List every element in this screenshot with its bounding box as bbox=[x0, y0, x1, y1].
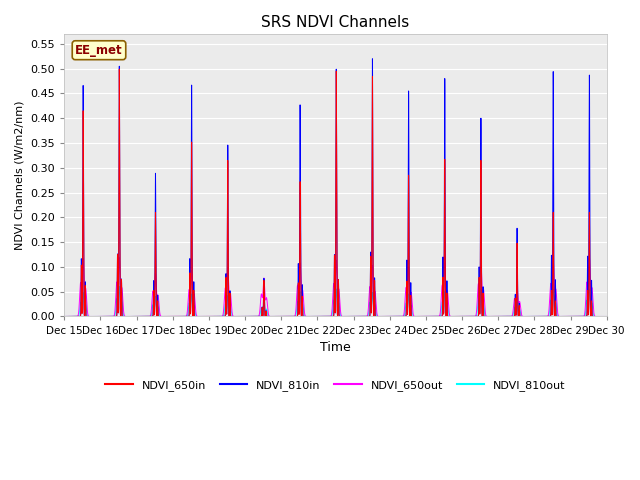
NDVI_810in bbox=[61, 313, 68, 319]
NDVI_810out bbox=[504, 313, 511, 319]
NDVI_650in bbox=[504, 313, 511, 319]
NDVI_810out bbox=[483, 313, 491, 319]
NDVI_810out bbox=[89, 313, 97, 319]
NDVI_650out bbox=[483, 313, 490, 319]
NDVI_810out bbox=[468, 313, 476, 319]
NDVI_650out bbox=[407, 291, 415, 297]
NDVI_810in bbox=[369, 56, 376, 61]
NDVI_810in bbox=[603, 313, 611, 319]
NDVI_810in bbox=[497, 313, 504, 319]
NDVI_650out bbox=[497, 313, 504, 319]
NDVI_650out bbox=[89, 313, 97, 319]
NDVI_810out bbox=[115, 284, 123, 289]
NDVI_810out bbox=[61, 313, 68, 319]
NDVI_650in bbox=[468, 313, 476, 319]
NDVI_650in bbox=[483, 313, 491, 319]
NDVI_810in bbox=[407, 285, 415, 290]
Y-axis label: NDVI Channels (W/m2/nm): NDVI Channels (W/m2/nm) bbox=[15, 100, 25, 250]
Line: NDVI_810out: NDVI_810out bbox=[65, 287, 607, 316]
Line: NDVI_650in: NDVI_650in bbox=[65, 69, 607, 316]
NDVI_650out bbox=[504, 313, 511, 319]
NDVI_650in bbox=[89, 313, 97, 319]
NDVI_810in bbox=[504, 313, 511, 319]
NDVI_650out bbox=[61, 313, 68, 319]
NDVI_650in bbox=[407, 295, 415, 301]
NDVI_810in bbox=[468, 313, 476, 319]
NDVI_650in bbox=[603, 313, 611, 319]
Legend: NDVI_650in, NDVI_810in, NDVI_650out, NDVI_810out: NDVI_650in, NDVI_810in, NDVI_650out, NDV… bbox=[101, 376, 570, 396]
Line: NDVI_650out: NDVI_650out bbox=[65, 258, 607, 316]
NDVI_810out bbox=[497, 313, 504, 319]
NDVI_810in bbox=[483, 313, 491, 319]
X-axis label: Time: Time bbox=[320, 341, 351, 354]
Line: NDVI_810in: NDVI_810in bbox=[65, 59, 607, 316]
NDVI_650out bbox=[586, 255, 593, 261]
NDVI_810out bbox=[603, 313, 611, 319]
NDVI_650in bbox=[61, 313, 68, 319]
NDVI_650out bbox=[468, 313, 476, 319]
NDVI_650in bbox=[497, 313, 504, 319]
NDVI_810in bbox=[89, 313, 97, 319]
Title: SRS NDVI Channels: SRS NDVI Channels bbox=[261, 15, 410, 30]
Text: EE_met: EE_met bbox=[75, 44, 123, 57]
NDVI_650out bbox=[603, 313, 611, 319]
NDVI_650in bbox=[115, 66, 123, 72]
NDVI_810out bbox=[407, 304, 415, 310]
